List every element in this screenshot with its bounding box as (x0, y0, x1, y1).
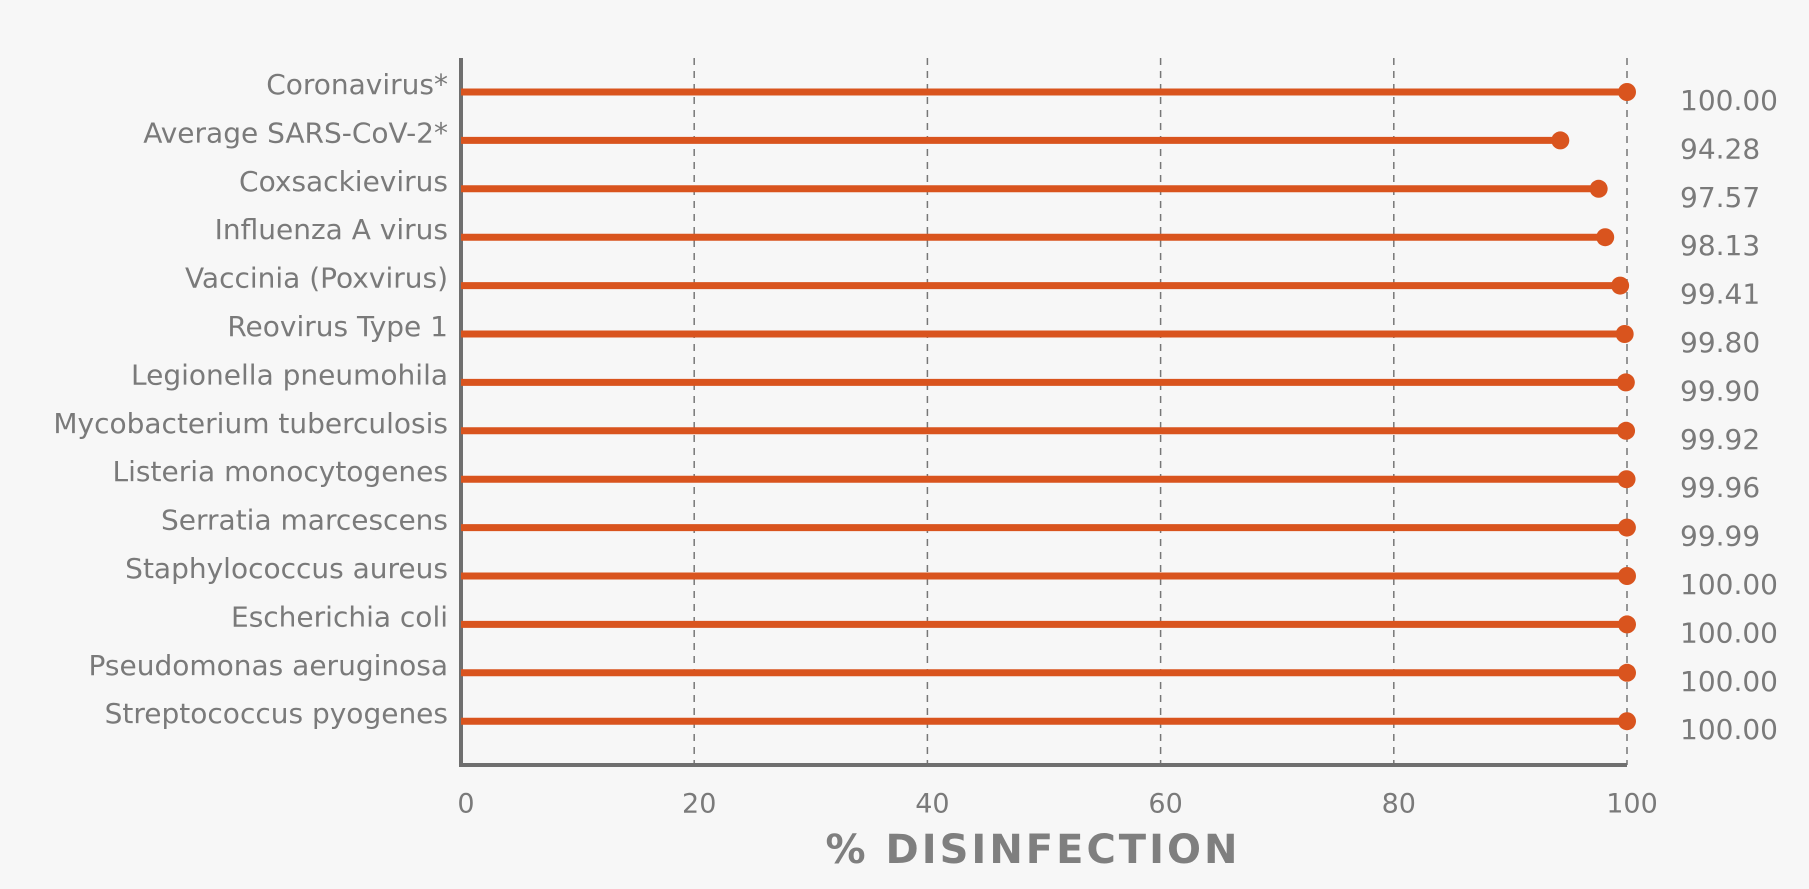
y-tick-label: Streptococcus pyogenes (105, 697, 448, 730)
x-tick-label: 80 (1382, 789, 1416, 820)
value-label: 99.41 (1680, 278, 1760, 311)
y-tick-label: Mycobacterium tuberculosis (53, 407, 448, 440)
value-label: 100.00 (1680, 713, 1778, 746)
x-tick-label: 100 (1606, 789, 1658, 820)
dot (1616, 373, 1635, 392)
value-label: 100.00 (1680, 665, 1778, 698)
value-label: 99.80 (1680, 326, 1760, 359)
value-label: 98.13 (1680, 229, 1760, 262)
y-tick-label: Coronavirus* (266, 68, 448, 101)
dot (1551, 131, 1570, 150)
y-tick-label: Vaccinia (Poxvirus) (185, 262, 448, 295)
dot (1618, 83, 1636, 101)
dot (1596, 228, 1615, 247)
y-tick-label: Average SARS-CoV-2* (143, 116, 448, 149)
x-axis-title: % DISINFECTION (826, 827, 1241, 873)
y-tick-label: Listeria monocytogenes (113, 455, 448, 488)
x-tick-label: 60 (1148, 789, 1182, 820)
value-label: 100.00 (1680, 616, 1778, 649)
value-label: 99.99 (1680, 520, 1760, 553)
dot (1617, 518, 1636, 537)
value-label: 100.00 (1680, 84, 1778, 117)
dot (1618, 615, 1636, 634)
dot (1618, 567, 1636, 585)
y-tick-label: Coxsackievirus (239, 165, 448, 198)
dot (1617, 470, 1636, 489)
x-tick-label: 0 (457, 789, 474, 820)
y-tick-label: Pseudomonas aeruginosa (89, 649, 448, 682)
value-label: 94.28 (1680, 132, 1760, 165)
y-tick-label: Reovirus Type 1 (227, 310, 448, 343)
value-label: 97.57 (1680, 181, 1760, 214)
y-tick-label: Escherichia coli (231, 600, 448, 633)
y-tick-label: Serratia marcescens (161, 504, 448, 537)
value-label: 99.90 (1680, 374, 1760, 407)
dot (1615, 325, 1634, 343)
y-tick-label: Legionella pneumohila (131, 358, 448, 391)
dot (1589, 179, 1608, 198)
dot (1617, 421, 1636, 440)
x-tick-label: 40 (915, 789, 949, 820)
value-label: 99.92 (1680, 423, 1760, 456)
dot (1611, 276, 1630, 295)
value-label: 99.96 (1680, 471, 1760, 504)
y-tick-label: Influenza A virus (215, 213, 448, 246)
y-tick-label: Staphylococcus aureus (125, 552, 448, 585)
value-label: 100.00 (1680, 568, 1778, 601)
dot (1618, 712, 1636, 731)
x-tick-label: 20 (682, 789, 716, 820)
dot (1618, 663, 1636, 682)
